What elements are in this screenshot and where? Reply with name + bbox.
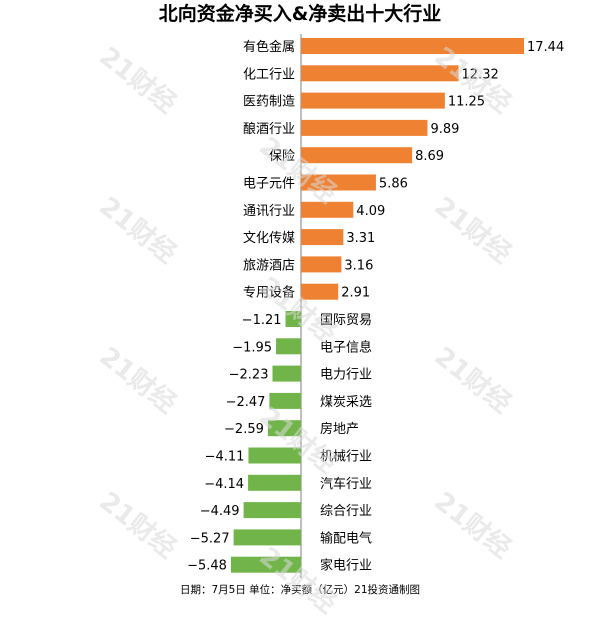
value-label-17: −4.14: [204, 477, 244, 492]
category-label-15: 房地产: [320, 421, 359, 437]
value-label-16: −4.11: [205, 450, 245, 465]
bar-3: [301, 92, 445, 109]
bar-1: [301, 38, 524, 54]
category-label-17: 汽车行业: [320, 476, 372, 492]
value-label-1: 17.44: [527, 40, 564, 55]
value-label-18: −4.49: [200, 504, 240, 519]
value-label-12: −1.95: [232, 340, 272, 355]
value-label-9: 3.16: [344, 258, 373, 273]
bar-18: [243, 502, 301, 519]
category-label-20: 家电行业: [320, 558, 372, 574]
value-label-3: 11.25: [448, 95, 485, 110]
category-label-16: 机械行业: [320, 450, 372, 465]
bar-12: [276, 338, 301, 355]
category-label-5: 保险: [269, 149, 295, 164]
bar-20: [230, 556, 301, 573]
value-label-8: 3.31: [346, 231, 375, 246]
bar-19: [233, 529, 301, 546]
value-label-5: 8.69: [415, 149, 444, 164]
category-label-10: 专用设备: [243, 285, 295, 301]
category-label-19: 输配电气: [320, 530, 372, 546]
bar-13: [272, 365, 301, 382]
chart-title: 北向资金净买入&净卖出十大行业: [158, 3, 442, 25]
bar-15: [267, 420, 301, 437]
category-label-18: 综合行业: [320, 504, 372, 519]
bar-2: [301, 65, 459, 82]
value-label-20: −5.48: [187, 559, 227, 574]
value-label-2: 12.32: [462, 67, 499, 82]
category-label-12: 电子信息: [320, 339, 372, 355]
category-label-13: 电力行业: [320, 368, 372, 383]
category-label-11: 国际贸易: [320, 313, 372, 328]
bar-8: [301, 229, 344, 246]
category-label-7: 通讯行业: [243, 204, 295, 219]
bar-9: [301, 256, 342, 273]
value-label-14: −2.47: [226, 395, 266, 410]
value-label-19: −5.27: [190, 531, 230, 546]
category-label-8: 文化传媒: [243, 231, 295, 246]
category-label-1: 有色金属: [243, 39, 295, 55]
bar-14: [269, 392, 301, 409]
category-label-9: 旅游酒店: [243, 258, 295, 273]
value-label-6: 5.86: [379, 177, 408, 192]
bar-10: [301, 283, 339, 300]
bar-17: [248, 474, 301, 491]
bar-7: [301, 201, 354, 218]
value-label-11: −1.21: [242, 313, 282, 328]
category-label-2: 化工行业: [243, 67, 295, 82]
bar-6: [301, 174, 376, 191]
value-label-13: −2.23: [229, 368, 269, 383]
category-label-4: 酿酒行业: [243, 121, 295, 137]
bar-4: [301, 119, 428, 136]
category-label-6: 电子元件: [243, 177, 295, 192]
value-label-7: 4.09: [356, 204, 385, 219]
bar-chart: 有色金属 17.44 化工行业 12.32 医药制造 11.25 酿酒行业 9.89 保险 8.6…: [187, 34, 564, 578]
bar-11: [285, 311, 301, 327]
category-label-14: 煤炭采选: [320, 395, 372, 410]
value-label-15: −2.59: [224, 422, 264, 437]
category-label-3: 医药制造: [243, 95, 295, 110]
footer-note: 日期：7月5日 单位：净买额（亿元）21投资通制图: [179, 584, 421, 596]
value-label-4: 9.89: [430, 122, 459, 137]
bar-16: [248, 447, 301, 464]
value-label-10: 2.91: [341, 286, 370, 301]
bar-5: [301, 147, 413, 164]
